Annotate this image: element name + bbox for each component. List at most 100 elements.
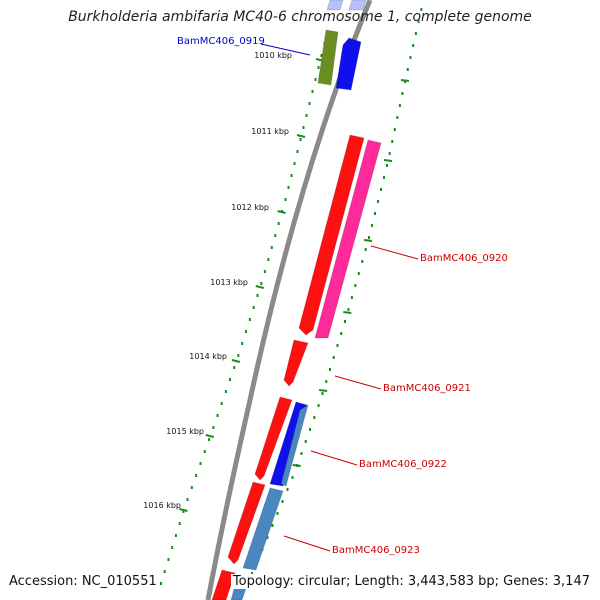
outer-tick-dot [393,128,396,131]
outer-tick-dash [400,79,410,82]
gene-labels: BamMC406_0919 BamMC406_0920 BamMC406_0921 B… [177,36,508,556]
inner-tick-dot [167,558,170,561]
accession-text: Accession: NC_010551 [7,574,159,589]
inner-tick-dot [224,390,227,393]
tick-dots [159,8,423,587]
outer-tick-dash [292,464,301,467]
outer-tick-dot [313,416,316,419]
inner-tick-dot [190,486,193,489]
outer-tick-dot [420,8,423,11]
inner-tick-dot [317,66,320,69]
inner-tick-dot [178,522,181,525]
inner-tick-dot [290,174,293,177]
outer-tick-dot [377,200,379,203]
kbp-tick-label: 1014 kbp [189,352,227,361]
inner-tick-dot [287,186,290,189]
outer-tick-dot [325,380,328,383]
outer-tick-dash [363,239,373,242]
outer-tick-dot [354,284,357,287]
gene-leader-line [334,375,382,390]
gene-arrow-top-faded-2[interactable] [348,0,367,11]
outer-tick-dot [336,344,339,347]
inner-tick-dot [241,342,244,345]
gene-arrow-steel-group3[interactable] [280,403,309,487]
inner-tick-dot [174,534,177,537]
inner-tick-dot [311,90,314,93]
outer-tick-dot [374,212,376,215]
kbp-tick-mark [255,285,265,289]
gene-label[interactable]: BamMC406_0919 [177,36,265,47]
gene-arrow-top-faded[interactable] [326,0,344,11]
outer-tick-dot [396,116,399,119]
outer-tick-dot [417,20,420,23]
outer-tick-dot [309,428,311,431]
gene-arrow-pink-0920[interactable] [314,139,382,339]
gene-leader-line [260,43,311,56]
gene-leader-line [283,535,331,552]
outer-tick-dot [317,404,320,407]
inner-tick-dot [237,354,240,357]
gene-label[interactable]: BamMC406_0921 [383,383,471,394]
outer-tick-dot [332,356,335,359]
outer-tick-dot [300,452,303,455]
outer-tick-dot [329,368,331,371]
inner-tick-dot [229,378,232,381]
outer-tick-dash [383,159,393,162]
outer-tick-dot [291,476,294,479]
inner-tick-dot [314,78,317,81]
gene-label[interactable]: BamMC406_0922 [359,459,447,470]
outer-tick-dot [286,488,289,491]
gene-arrow-olive[interactable] [317,29,339,86]
map-title: Burkholderia ambifaria MC40-6 chromosome… [68,9,532,25]
inner-tick-dot [277,222,280,225]
inner-tick-dot [270,246,273,249]
kbp-tick-label: 1015 kbp [166,427,204,436]
kbp-tick-label: 1011 kbp [251,127,289,136]
gene-arrow-red-0921[interactable] [283,339,309,387]
outer-tick-dot [340,332,343,335]
outer-tick-dot [361,260,364,263]
outer-tick-dot [391,140,394,143]
kbp-ticks: 1010 kbp 1011 kbp 1012 kbp 1013 kbp 1014 kbp… [143,51,325,512]
gene-arrow-blue-0919[interactable] [335,37,362,91]
gene-arrow-red-long[interactable] [298,134,365,336]
kbp-tick-label: 1010 kbp [254,51,292,60]
inner-tick-dot [299,138,302,141]
outer-tick-dot [406,68,409,71]
gene-arrow-steel-0923[interactable] [242,487,284,571]
gene-leader-line [310,450,358,466]
gene-arrow-red-0922[interactable] [254,396,293,481]
kbp-tick-label: 1013 kbp [210,278,248,287]
outer-tick-dot [414,32,417,35]
outer-tick-dot [347,308,350,311]
inner-tick-dot [208,438,211,441]
gene-arrow-red-bottom[interactable] [211,569,236,600]
outer-tick-dot [371,224,373,227]
outer-tick-dot [281,500,284,503]
outer-tick-dot [398,104,401,107]
inner-tick-dot [220,402,223,405]
inner-tick-dot [320,54,323,57]
outer-tick-dot [364,248,367,251]
outer-tick-dot [251,572,253,575]
kbp-tick-mark [179,508,188,512]
kbp-tick-mark [231,359,241,363]
inner-tick-dot [296,150,299,153]
outer-tick-dot [271,524,274,527]
inner-tick-dot [267,258,270,261]
outer-tick-dot [409,56,412,59]
gene-label[interactable]: BamMC406_0923 [332,545,420,556]
kbp-tick-mark [205,434,215,438]
outer-tick-dot [304,440,307,443]
inner-tick-dot [308,102,311,105]
outer-tick-dot [357,272,360,275]
inner-tick-dot [182,510,185,513]
inner-tick-dot [274,234,277,237]
gene-arrow-red-0923[interactable] [227,481,266,565]
inner-tick-dot [305,114,308,117]
inner-tick-dot [199,462,202,465]
inner-tick-dot [186,498,189,501]
inner-tick-dot [302,126,305,129]
outer-tick-dot [412,44,415,47]
gene-label[interactable]: BamMC406_0920 [420,253,508,264]
